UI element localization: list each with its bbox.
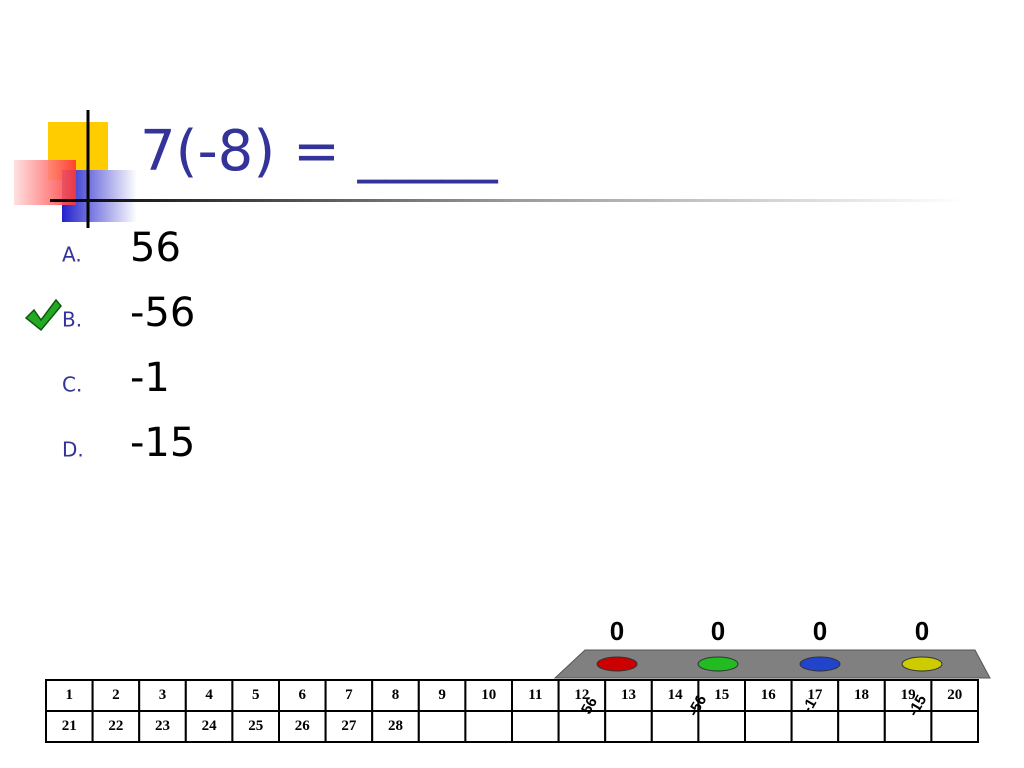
checkmark <box>24 298 62 332</box>
grid-cell <box>464 710 513 743</box>
grid-cell <box>557 710 607 743</box>
grid-number: 23 <box>155 718 170 734</box>
option-letter: D. <box>62 438 84 462</box>
grid-number: 27 <box>341 718 357 734</box>
grid-cell <box>744 679 793 712</box>
grid-number: 22 <box>108 718 123 734</box>
grid-cell <box>604 679 653 712</box>
vote-count: 0 <box>610 616 624 646</box>
grid-number: 20 <box>947 687 962 703</box>
option-text: -15 <box>130 420 195 466</box>
option-letter: B. <box>62 308 82 332</box>
grid-number: 1 <box>66 687 74 703</box>
grid-number: 10 <box>481 687 496 703</box>
grid-cell <box>650 679 700 712</box>
grid-number: 12 <box>574 687 589 703</box>
option-letter: A. <box>62 243 82 267</box>
grid-number: 16 <box>761 687 777 703</box>
grid-number: 5 <box>252 687 260 703</box>
grid-number: 8 <box>392 687 400 703</box>
grid-number: 4 <box>205 687 213 703</box>
grid-number: 19 <box>901 687 916 703</box>
grid-number: 7 <box>345 687 353 703</box>
decoration <box>14 110 965 228</box>
option-text: -56 <box>130 290 195 336</box>
vote-pad <box>596 656 638 672</box>
grid-cell <box>697 710 747 743</box>
grid-number: 14 <box>668 687 684 703</box>
grid-number: 11 <box>528 687 542 703</box>
grid-cell <box>790 679 840 712</box>
option-text: -1 <box>130 355 170 401</box>
grid-cell <box>883 710 933 743</box>
vote-pad <box>799 656 841 672</box>
grid-cell <box>417 710 467 743</box>
clicker-bar <box>553 649 991 679</box>
grid-cell <box>91 710 141 743</box>
vote-pad <box>697 656 739 672</box>
grid-number: 9 <box>438 687 446 703</box>
grid-cell <box>604 710 653 743</box>
grid-cell <box>744 710 793 743</box>
grid-cell <box>371 710 420 743</box>
grid-cell <box>837 710 886 743</box>
vote-label: 56 <box>578 694 601 717</box>
grid-cell <box>231 710 280 743</box>
vote-count: 0 <box>915 616 929 646</box>
grid-cell <box>511 710 560 743</box>
grid-number: 15 <box>714 687 729 703</box>
vote-count: 0 <box>711 616 725 646</box>
grid-cell <box>184 710 234 743</box>
grid-number: 17 <box>807 687 823 703</box>
vote-pad <box>901 656 943 672</box>
grid-cell <box>231 679 280 712</box>
grid-cell <box>930 679 980 712</box>
grid-number: 25 <box>248 718 263 734</box>
grid-cell <box>930 710 980 743</box>
grid-number: 26 <box>295 718 311 734</box>
slide-title: 7(-8) = _____ <box>140 119 499 184</box>
grid-number: 6 <box>299 687 307 703</box>
grid-number: 28 <box>388 718 403 734</box>
option-text: 56 <box>130 225 181 271</box>
grid-number: 18 <box>854 687 869 703</box>
grid-number: 3 <box>159 687 167 703</box>
grid-number: 24 <box>202 718 218 734</box>
grid-number: 21 <box>62 718 77 734</box>
grid-cell <box>324 679 374 712</box>
grid-cell <box>790 710 840 743</box>
grid-number: 2 <box>112 687 120 703</box>
grid-number: 13 <box>621 687 636 703</box>
option-letter: C. <box>62 373 82 397</box>
vote-count: 0 <box>813 616 827 646</box>
